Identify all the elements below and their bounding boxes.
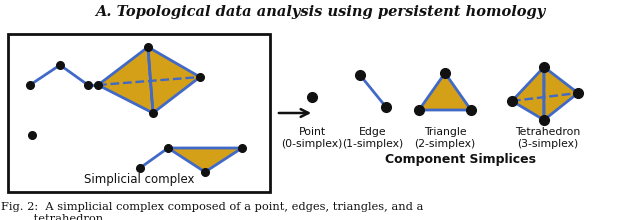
Polygon shape — [148, 47, 200, 113]
Polygon shape — [98, 47, 153, 113]
Text: Simplicial complex: Simplicial complex — [84, 173, 195, 186]
Text: Triangle
(2-simplex): Triangle (2-simplex) — [414, 127, 476, 149]
Polygon shape — [168, 148, 242, 172]
Polygon shape — [544, 67, 578, 120]
Text: Edge
(1-simplex): Edge (1-simplex) — [342, 127, 404, 149]
Text: Component Simplices: Component Simplices — [385, 153, 536, 166]
Text: Fig. 2:  A simplicial complex composed of a point, edges, triangles, and a
     : Fig. 2: A simplicial complex composed of… — [1, 202, 424, 220]
Text: Point
(0-simplex): Point (0-simplex) — [282, 127, 342, 149]
Text: A. Topological data analysis using persistent homology: A. Topological data analysis using persi… — [95, 5, 545, 19]
Bar — [8, 34, 270, 192]
Text: Tetrahedron
(3-simplex): Tetrahedron (3-simplex) — [515, 127, 580, 149]
FancyArrowPatch shape — [279, 109, 308, 117]
Polygon shape — [419, 73, 471, 110]
Polygon shape — [512, 67, 544, 120]
